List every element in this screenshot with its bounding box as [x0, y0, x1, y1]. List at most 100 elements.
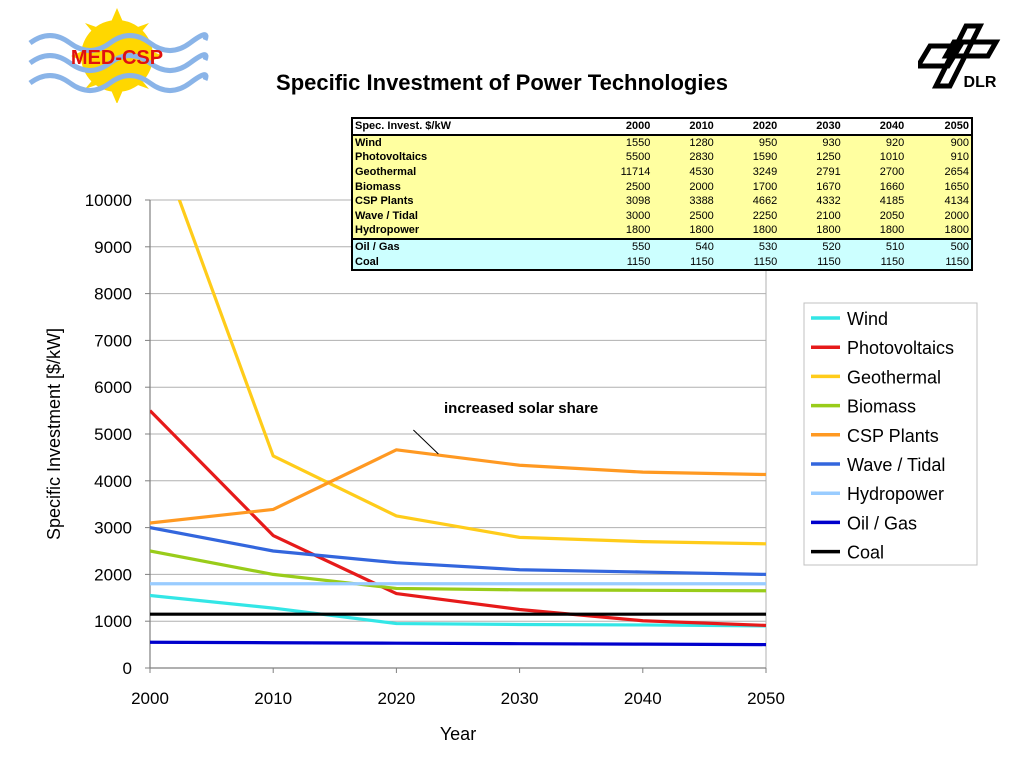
legend-label: Coal [847, 543, 884, 563]
annotation: increased solar share [413, 400, 598, 455]
table-cell: 1800 [779, 223, 843, 239]
table-cell: 1150 [715, 254, 780, 270]
series-lines [150, 200, 767, 647]
y-tick-label: 9000 [94, 238, 132, 257]
table-cell: 11714 [577, 164, 653, 180]
legend-label: Biomass [847, 397, 916, 417]
table-cell: 4185 [842, 193, 907, 209]
table-cell: 4134 [906, 193, 972, 209]
annotation-leader-line [413, 429, 439, 455]
table-cell: 3388 [652, 193, 716, 209]
table-cell: 1800 [906, 223, 972, 239]
table-row: Coal 1150 1150 1150 1150 1150 1150 [352, 254, 972, 270]
dlr-logo-text: DLR [964, 74, 997, 91]
table-cell: 500 [906, 237, 972, 255]
table-row: Wave / Tidal 3000 2500 2250 2100 2050 2000 [352, 208, 972, 224]
table-cell: 4662 [715, 193, 780, 209]
page-title: Specific Investment of Power Technologie… [276, 70, 728, 95]
series-line-geothermal [177, 200, 767, 546]
y-tick-label: 6000 [94, 378, 132, 397]
table-cell: 2000 [906, 208, 972, 224]
table-row-label: Wave / Tidal [352, 208, 578, 224]
series-line-wind [150, 593, 767, 628]
legend: Wind Photovoltaics Geothermal Biomass CSP Pl… [803, 302, 978, 566]
table-cell: 2500 [652, 208, 716, 224]
table-cell: 2700 [842, 164, 907, 180]
legend-label: Hydropower [847, 484, 944, 504]
x-tick-label: 2050 [747, 689, 785, 708]
data-table: Spec. Invest. $/kW 2000 2010 2020 2030 2… [351, 117, 973, 271]
table-header-cell: 2010 [652, 118, 716, 136]
table-cell: 1800 [715, 223, 780, 239]
table-cell: 2791 [779, 164, 843, 180]
y-tick-label: 0 [123, 659, 132, 678]
table-cell: 1150 [906, 254, 972, 270]
table-cell: 2500 [577, 179, 653, 194]
table-row-label: Geothermal [352, 164, 578, 180]
wave-icon [28, 32, 209, 93]
table-cell: 920 [842, 134, 907, 151]
table-cell: 1010 [842, 150, 907, 165]
table-cell: 1150 [652, 254, 716, 270]
legend-label: Geothermal [847, 367, 941, 387]
table-row-label: CSP Plants [352, 193, 578, 209]
table-header-cell: 2050 [906, 118, 972, 136]
table-cell: 1150 [577, 254, 653, 270]
series-line-csp-plants [150, 448, 767, 525]
x-tick-label: 2000 [131, 689, 169, 708]
table-header-cell: 2000 [577, 118, 653, 136]
table-cell: 1670 [779, 179, 843, 194]
table-cell: 950 [715, 134, 780, 151]
table-row-label: Wind [352, 134, 578, 151]
table-cell: 520 [779, 237, 843, 255]
table-cell: 1280 [652, 134, 716, 151]
series-line-oil-gas [150, 640, 767, 647]
dlr-emblem-icon [918, 23, 1001, 89]
table-row: Hydropower 1800 1800 1800 1800 1800 1800 [352, 223, 972, 239]
table-cell: 2250 [715, 208, 780, 224]
table-header-cell: Spec. Invest. $/kW [352, 118, 578, 136]
x-tick-label: 2010 [254, 689, 292, 708]
med-csp-logo-text: MED-CSP [71, 47, 163, 69]
table-row: Wind 1550 1280 950 930 920 900 [352, 134, 972, 151]
table-row: Biomass 2500 2000 1700 1670 1660 1650 [352, 179, 972, 194]
table-cell: 5500 [577, 150, 653, 165]
series-line-photovoltaics [150, 409, 767, 628]
table-row-label: Biomass [352, 179, 578, 194]
table-cell: 1800 [577, 223, 653, 239]
y-tick-label: 1000 [94, 612, 132, 631]
table-row: Oil / Gas 550 540 530 520 510 500 [352, 237, 972, 255]
x-tick-label: 2040 [624, 689, 662, 708]
x-axis-label: Year [440, 724, 476, 744]
y-tick-label: 2000 [94, 565, 132, 584]
table-row-label: Oil / Gas [352, 237, 578, 255]
table-cell: 1150 [842, 254, 907, 270]
table-cell: 4332 [779, 193, 843, 209]
table-header-cell: 2040 [842, 118, 907, 136]
table-cell: 1700 [715, 179, 780, 194]
table-cell: 1550 [577, 134, 653, 151]
legend-label: Wave / Tidal [847, 455, 945, 475]
x-tick-label: 2030 [501, 689, 539, 708]
table-cell: 530 [715, 237, 780, 255]
table-cell: 910 [906, 150, 972, 165]
y-axis-label: Specific Investment [$/kW] [44, 328, 64, 540]
table-row: CSP Plants 3098 3388 4662 4332 4185 4134 [352, 193, 972, 209]
table-cell: 540 [652, 237, 716, 255]
table-cell: 2050 [842, 208, 907, 224]
table-cell: 1800 [652, 223, 716, 239]
legend-label: CSP Plants [847, 426, 939, 446]
legend-label: Photovoltaics [847, 338, 954, 358]
table-cell: 2830 [652, 150, 716, 165]
annotation-text: increased solar share [444, 400, 598, 417]
series-line-wave-tidal [150, 526, 767, 576]
series-line-biomass [150, 549, 767, 593]
table-header-row: Spec. Invest. $/kW 2000 2010 2020 2030 2… [352, 118, 972, 136]
table-row-label: Photovoltaics [352, 150, 578, 165]
dlr-logo: DLR [918, 23, 1001, 91]
y-tick-label: 7000 [94, 331, 132, 350]
table-header-cell: 2020 [715, 118, 780, 136]
table-cell: 4530 [652, 164, 716, 180]
table-cell: 3000 [577, 208, 653, 224]
